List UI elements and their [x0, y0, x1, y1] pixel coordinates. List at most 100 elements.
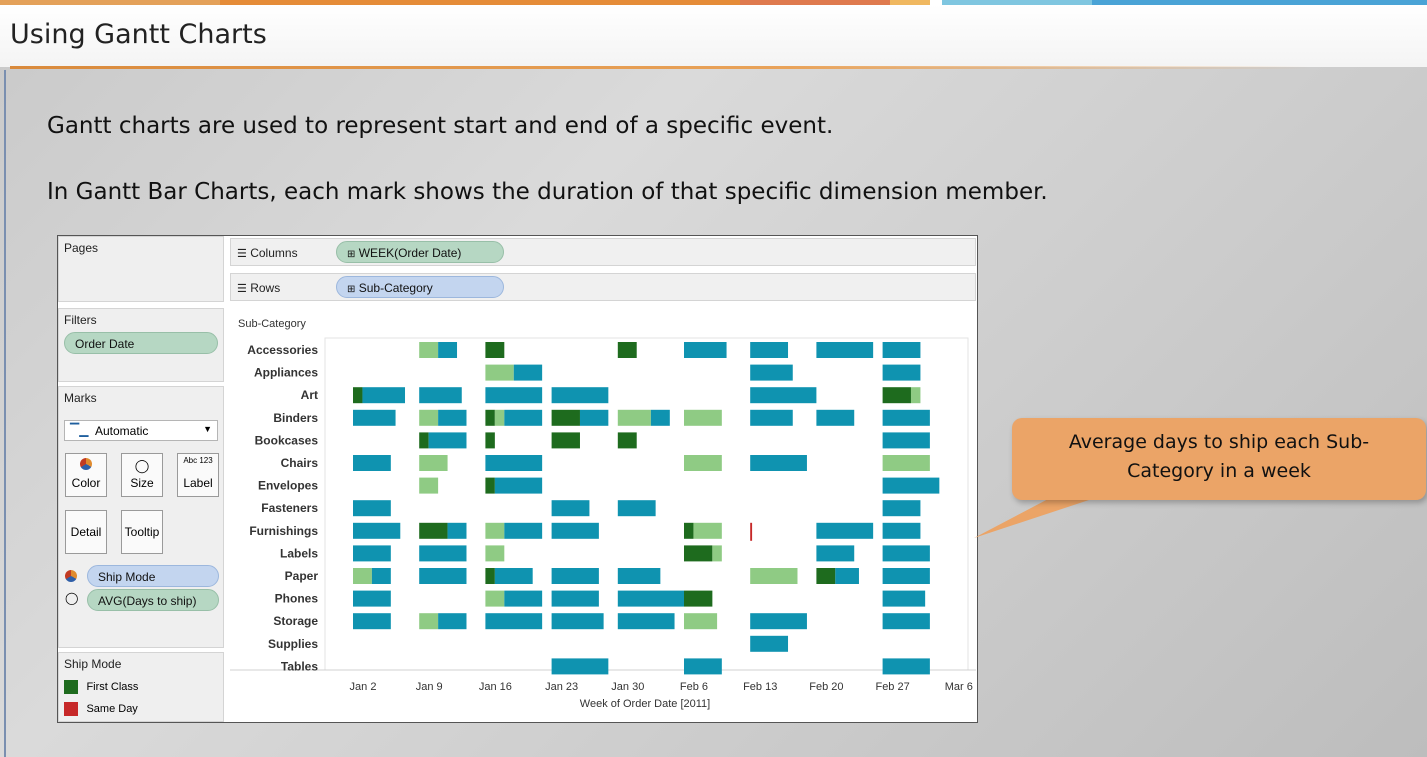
ship-mode-color-pill[interactable]: Ship Mode: [87, 565, 219, 587]
marks-card: Marks ▔▁ Automatic ▼ Color ◯ Size Abc 12…: [58, 386, 224, 648]
gantt-bar: [650, 409, 670, 426]
row-label: Envelopes: [258, 479, 318, 493]
gantt-bar: [485, 477, 495, 494]
gantt-bar: [485, 364, 514, 381]
legend-label: First Class: [86, 680, 139, 693]
gantt-bar: [750, 522, 753, 541]
gantt-bar: [750, 387, 817, 404]
tooltip-button[interactable]: Tooltip: [121, 510, 163, 554]
gantt-bar: [617, 432, 637, 449]
gantt-bar: [419, 387, 462, 404]
gantt-bar: [750, 568, 798, 584]
gantt-bar: [816, 568, 836, 584]
ship-mode-legend: Ship Mode First Class Same Day: [58, 652, 224, 722]
color-button[interactable]: Color: [65, 453, 107, 497]
gantt-bar: [353, 545, 391, 562]
x-tick-label: Feb 6: [680, 681, 708, 693]
gantt-bar: [684, 658, 722, 675]
mark-type-dropdown[interactable]: ▔▁ Automatic ▼: [64, 420, 218, 441]
gantt-bar: [882, 342, 921, 358]
tooltip-label: Tooltip: [124, 525, 160, 539]
gantt-bar: [353, 613, 391, 630]
label-text-icon: Abc 123: [183, 456, 213, 465]
row-label: Supplies: [268, 637, 318, 651]
gantt-bar: [684, 455, 722, 471]
slide-title: Using Gantt Charts: [10, 19, 267, 50]
gantt-bar: [513, 364, 543, 381]
gantt-bar: [419, 522, 448, 539]
gantt-bar: [750, 613, 807, 630]
callout-box: Average days to ship each Sub- Category …: [1012, 418, 1426, 500]
gantt-bar: [485, 568, 495, 584]
sub-category-pill[interactable]: ⊞ Sub-Category: [336, 276, 504, 298]
gantt-bar: [353, 522, 401, 539]
gantt-bar: [551, 658, 609, 675]
gantt-bar: [684, 545, 713, 562]
gantt-bar: [910, 387, 921, 404]
gantt-bar: [882, 613, 930, 630]
size-button[interactable]: ◯ Size: [121, 453, 163, 497]
gantt-bar: [419, 409, 439, 426]
size-icon: ◯: [134, 458, 150, 473]
gantt-bar: [750, 455, 807, 471]
pages-title: Pages: [64, 241, 99, 255]
legend-item[interactable]: First Class: [64, 678, 138, 696]
gantt-bar: [882, 409, 930, 426]
gantt-bar: [835, 568, 859, 584]
same-day-swatch: [64, 701, 78, 716]
legend-item[interactable]: Same Day: [64, 700, 138, 718]
chevron-down-icon: ▼: [203, 424, 212, 434]
pages-card[interactable]: Pages: [58, 236, 224, 302]
x-tick-label: Jan 9: [416, 681, 443, 693]
avg-days-size-pill[interactable]: AVG(Days to ship): [87, 589, 219, 611]
columns-shelf[interactable]: ☰ Columns ⊞ WEEK(Order Date): [230, 238, 976, 266]
rows-label-text: Rows: [250, 281, 281, 295]
top-accent-bar: [0, 0, 1427, 5]
rows-label: ☰ Rows: [237, 281, 280, 295]
gantt-bar: [750, 635, 789, 652]
row-label: Phones: [275, 592, 319, 606]
gantt-bar: [750, 342, 789, 358]
row-label: Accessories: [247, 343, 318, 357]
mark-type-label: Automatic: [95, 424, 149, 438]
gantt-bar: [353, 568, 372, 584]
order-date-filter-pill[interactable]: Order Date: [64, 332, 218, 354]
row-label: Art: [301, 388, 318, 402]
gantt-bar: [617, 568, 661, 584]
columns-label-text: Columns: [250, 246, 298, 260]
rows-icon: ☰: [237, 283, 247, 295]
gantt-bar: [551, 522, 599, 539]
gantt-bar: [882, 477, 940, 494]
gantt-bar: [684, 590, 713, 607]
gantt-chart-area: Sub-Category Accessories Appliances Art Bind…: [230, 304, 976, 718]
row-label: Furnishings: [249, 524, 318, 538]
gantt-bar: [617, 342, 637, 358]
marks-title: Marks: [64, 391, 97, 405]
legend-label: Same Day: [86, 702, 138, 715]
gantt-bar: [882, 432, 930, 449]
row-label: Appliances: [254, 366, 318, 380]
detail-button[interactable]: Detail: [65, 510, 107, 554]
gantt-bar: [551, 409, 580, 426]
columns-label: ☰ Columns: [237, 246, 298, 260]
gantt-bar: [371, 568, 391, 584]
gantt-bar: [882, 568, 930, 584]
gantt-bar: [494, 409, 505, 426]
label-button[interactable]: Abc 123 Label: [177, 453, 219, 497]
gantt-bar: [882, 545, 930, 562]
gantt-bar: [684, 409, 722, 426]
gantt-bar: [551, 432, 580, 449]
callout-pointer: [974, 498, 1095, 538]
title-underline: [10, 66, 1310, 69]
week-order-date-pill[interactable]: ⊞ WEEK(Order Date): [336, 241, 504, 263]
rows-pill-label: Sub-Category: [358, 281, 433, 295]
gantt-bar: [712, 545, 722, 562]
color-shelf-icon: [65, 569, 77, 587]
row-label: Chairs: [281, 456, 319, 470]
rows-shelf[interactable]: ☰ Rows ⊞ Sub-Category: [230, 273, 976, 301]
gantt-bar: [882, 387, 911, 404]
gantt-bar: [447, 522, 467, 539]
filters-card[interactable]: Filters Order Date: [58, 308, 224, 382]
gantt-bar: [485, 613, 543, 630]
x-tick-label: Jan 16: [479, 681, 512, 693]
